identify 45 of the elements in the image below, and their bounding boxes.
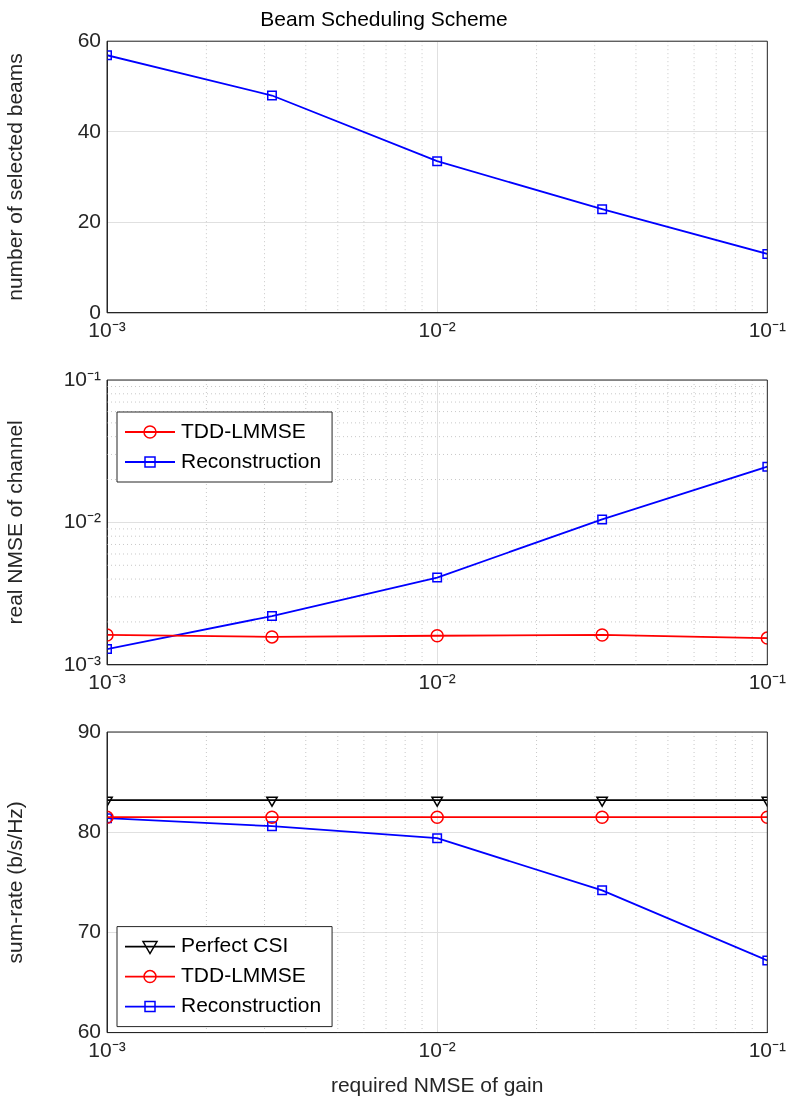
point	[266, 611, 277, 622]
legend-label: Reconstruction	[181, 993, 322, 1017]
legend-label: Reconstruction	[181, 448, 322, 472]
legend-label: Perfect CSI	[181, 933, 289, 957]
y-tick-label: 60	[77, 1019, 101, 1043]
y-tick-label: 90	[77, 718, 101, 742]
y-axis-title: number of selected beams	[3, 53, 27, 301]
point	[266, 90, 277, 101]
point	[266, 821, 277, 832]
point	[430, 810, 444, 824]
y-axis-title: real NMSE of channel	[3, 420, 27, 625]
x-tick-label: 10⁻¹	[748, 318, 786, 342]
y-tick-label: 60	[77, 28, 101, 51]
point	[265, 810, 279, 824]
point	[596, 796, 609, 807]
point	[430, 628, 444, 643]
x-tick-label: 10⁻¹	[748, 1038, 786, 1061]
y-tick-label: 10⁻¹	[63, 366, 101, 390]
legend-label: TDD-LMMSE	[181, 963, 306, 987]
y-tick-label: 10⁻²	[63, 509, 101, 533]
point	[432, 156, 443, 167]
x-tick-label: 10⁻²	[418, 318, 456, 342]
legend-label: TDD-LMMSE	[181, 418, 306, 442]
point	[265, 630, 279, 644]
x-tick-label: 10⁻¹	[748, 670, 786, 694]
point	[432, 833, 443, 844]
y-tick-label: 40	[77, 118, 101, 142]
x-tick-label: 10⁻²	[418, 670, 456, 694]
point	[432, 572, 443, 583]
point	[595, 628, 609, 642]
y-tick-label: 20	[77, 209, 101, 233]
point	[431, 796, 444, 807]
y-tick-label: 80	[77, 819, 101, 842]
point	[266, 796, 278, 807]
point	[597, 204, 608, 215]
x-axis-title: required NMSE of gain	[330, 1073, 544, 1097]
point	[595, 810, 609, 824]
chart-title: Beam Scheduling Scheme	[260, 7, 508, 31]
y-tick-label: 0	[89, 299, 101, 323]
y-tick-label: 10⁻³	[63, 651, 101, 675]
y-axis-title: sum-rate (b/s/Hz)	[3, 801, 27, 964]
y-tick-label: 70	[77, 919, 101, 943]
point	[597, 514, 608, 525]
x-tick-label: 10⁻²	[418, 1038, 456, 1061]
point	[597, 885, 608, 896]
